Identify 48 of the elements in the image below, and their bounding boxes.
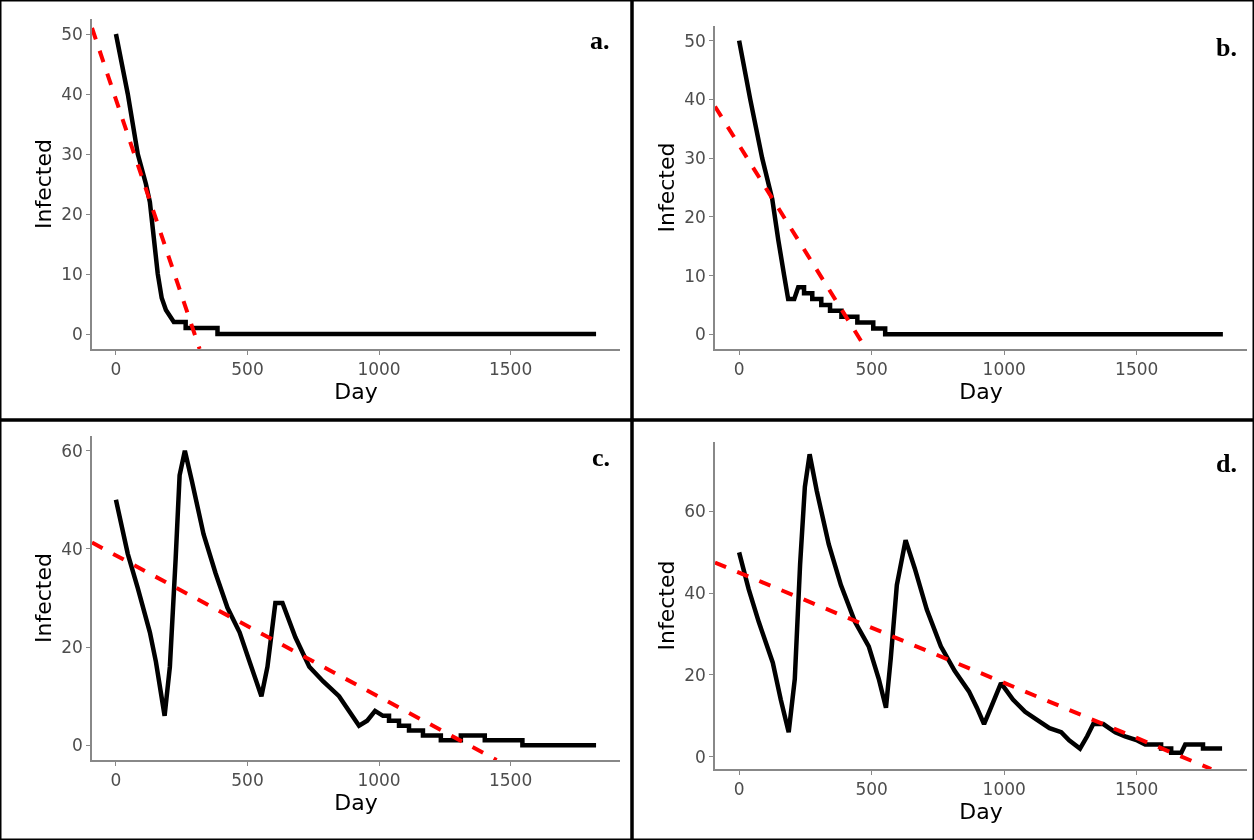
x-tick-label: 500 (231, 359, 264, 380)
x-axis-title: Day (334, 379, 378, 405)
x-tick-label: 0 (110, 359, 122, 380)
chart-title: a. (590, 26, 610, 55)
x-tick-label: 1500 (488, 770, 533, 791)
y-tick-label: 20 (61, 637, 83, 658)
y-tick-label: 30 (684, 148, 706, 169)
x-tick-label: 0 (110, 770, 122, 791)
x-tick-label: 1000 (357, 770, 401, 791)
chart-title: c. (592, 443, 611, 472)
x-tick-label: 0 (733, 779, 745, 800)
x-tick-label: 1500 (1115, 359, 1159, 380)
y-tick-label: 0 (695, 746, 706, 767)
y-axis-title: Infected (30, 553, 56, 643)
y-tick-label: 20 (61, 203, 83, 224)
y-tick-label: 50 (61, 23, 83, 44)
y-tick-label: 20 (684, 664, 706, 685)
x-tick-label: 0 (733, 359, 745, 380)
x-axis-title: Day (334, 790, 378, 816)
x-tick-label: 500 (231, 770, 264, 791)
x-tick-label: 1000 (357, 359, 401, 380)
chart-title: b. (1216, 33, 1237, 62)
y-tick-label: 40 (61, 83, 83, 104)
y-tick-label: 60 (61, 440, 83, 461)
chart-title: d. (1216, 449, 1237, 478)
x-axis-title: Day (959, 379, 1003, 405)
x-tick-label: 1500 (488, 359, 533, 380)
y-tick-label: 60 (684, 501, 706, 522)
y-tick-label: 0 (72, 735, 83, 756)
x-tick-label: 1500 (1115, 779, 1159, 800)
y-tick-label: 30 (61, 143, 83, 164)
y-tick-label: 0 (695, 324, 706, 345)
y-tick-label: 40 (684, 89, 706, 110)
y-tick-label: 40 (61, 538, 83, 559)
y-tick-label: 10 (684, 265, 706, 286)
x-tick-label: 500 (855, 359, 888, 380)
y-tick-label: 50 (684, 30, 706, 51)
y-axis-title: Infected (653, 560, 679, 651)
y-tick-label: 0 (72, 323, 83, 344)
x-tick-label: 500 (855, 779, 888, 800)
y-axis-title: Infected (30, 139, 56, 229)
y-axis-title: Infected (653, 142, 679, 233)
x-axis-title: Day (959, 799, 1003, 825)
y-tick-label: 40 (684, 583, 706, 604)
y-tick-label: 10 (61, 263, 83, 284)
x-tick-label: 1000 (982, 779, 1026, 800)
y-tick-label: 20 (684, 206, 706, 227)
x-tick-label: 1000 (982, 359, 1026, 380)
